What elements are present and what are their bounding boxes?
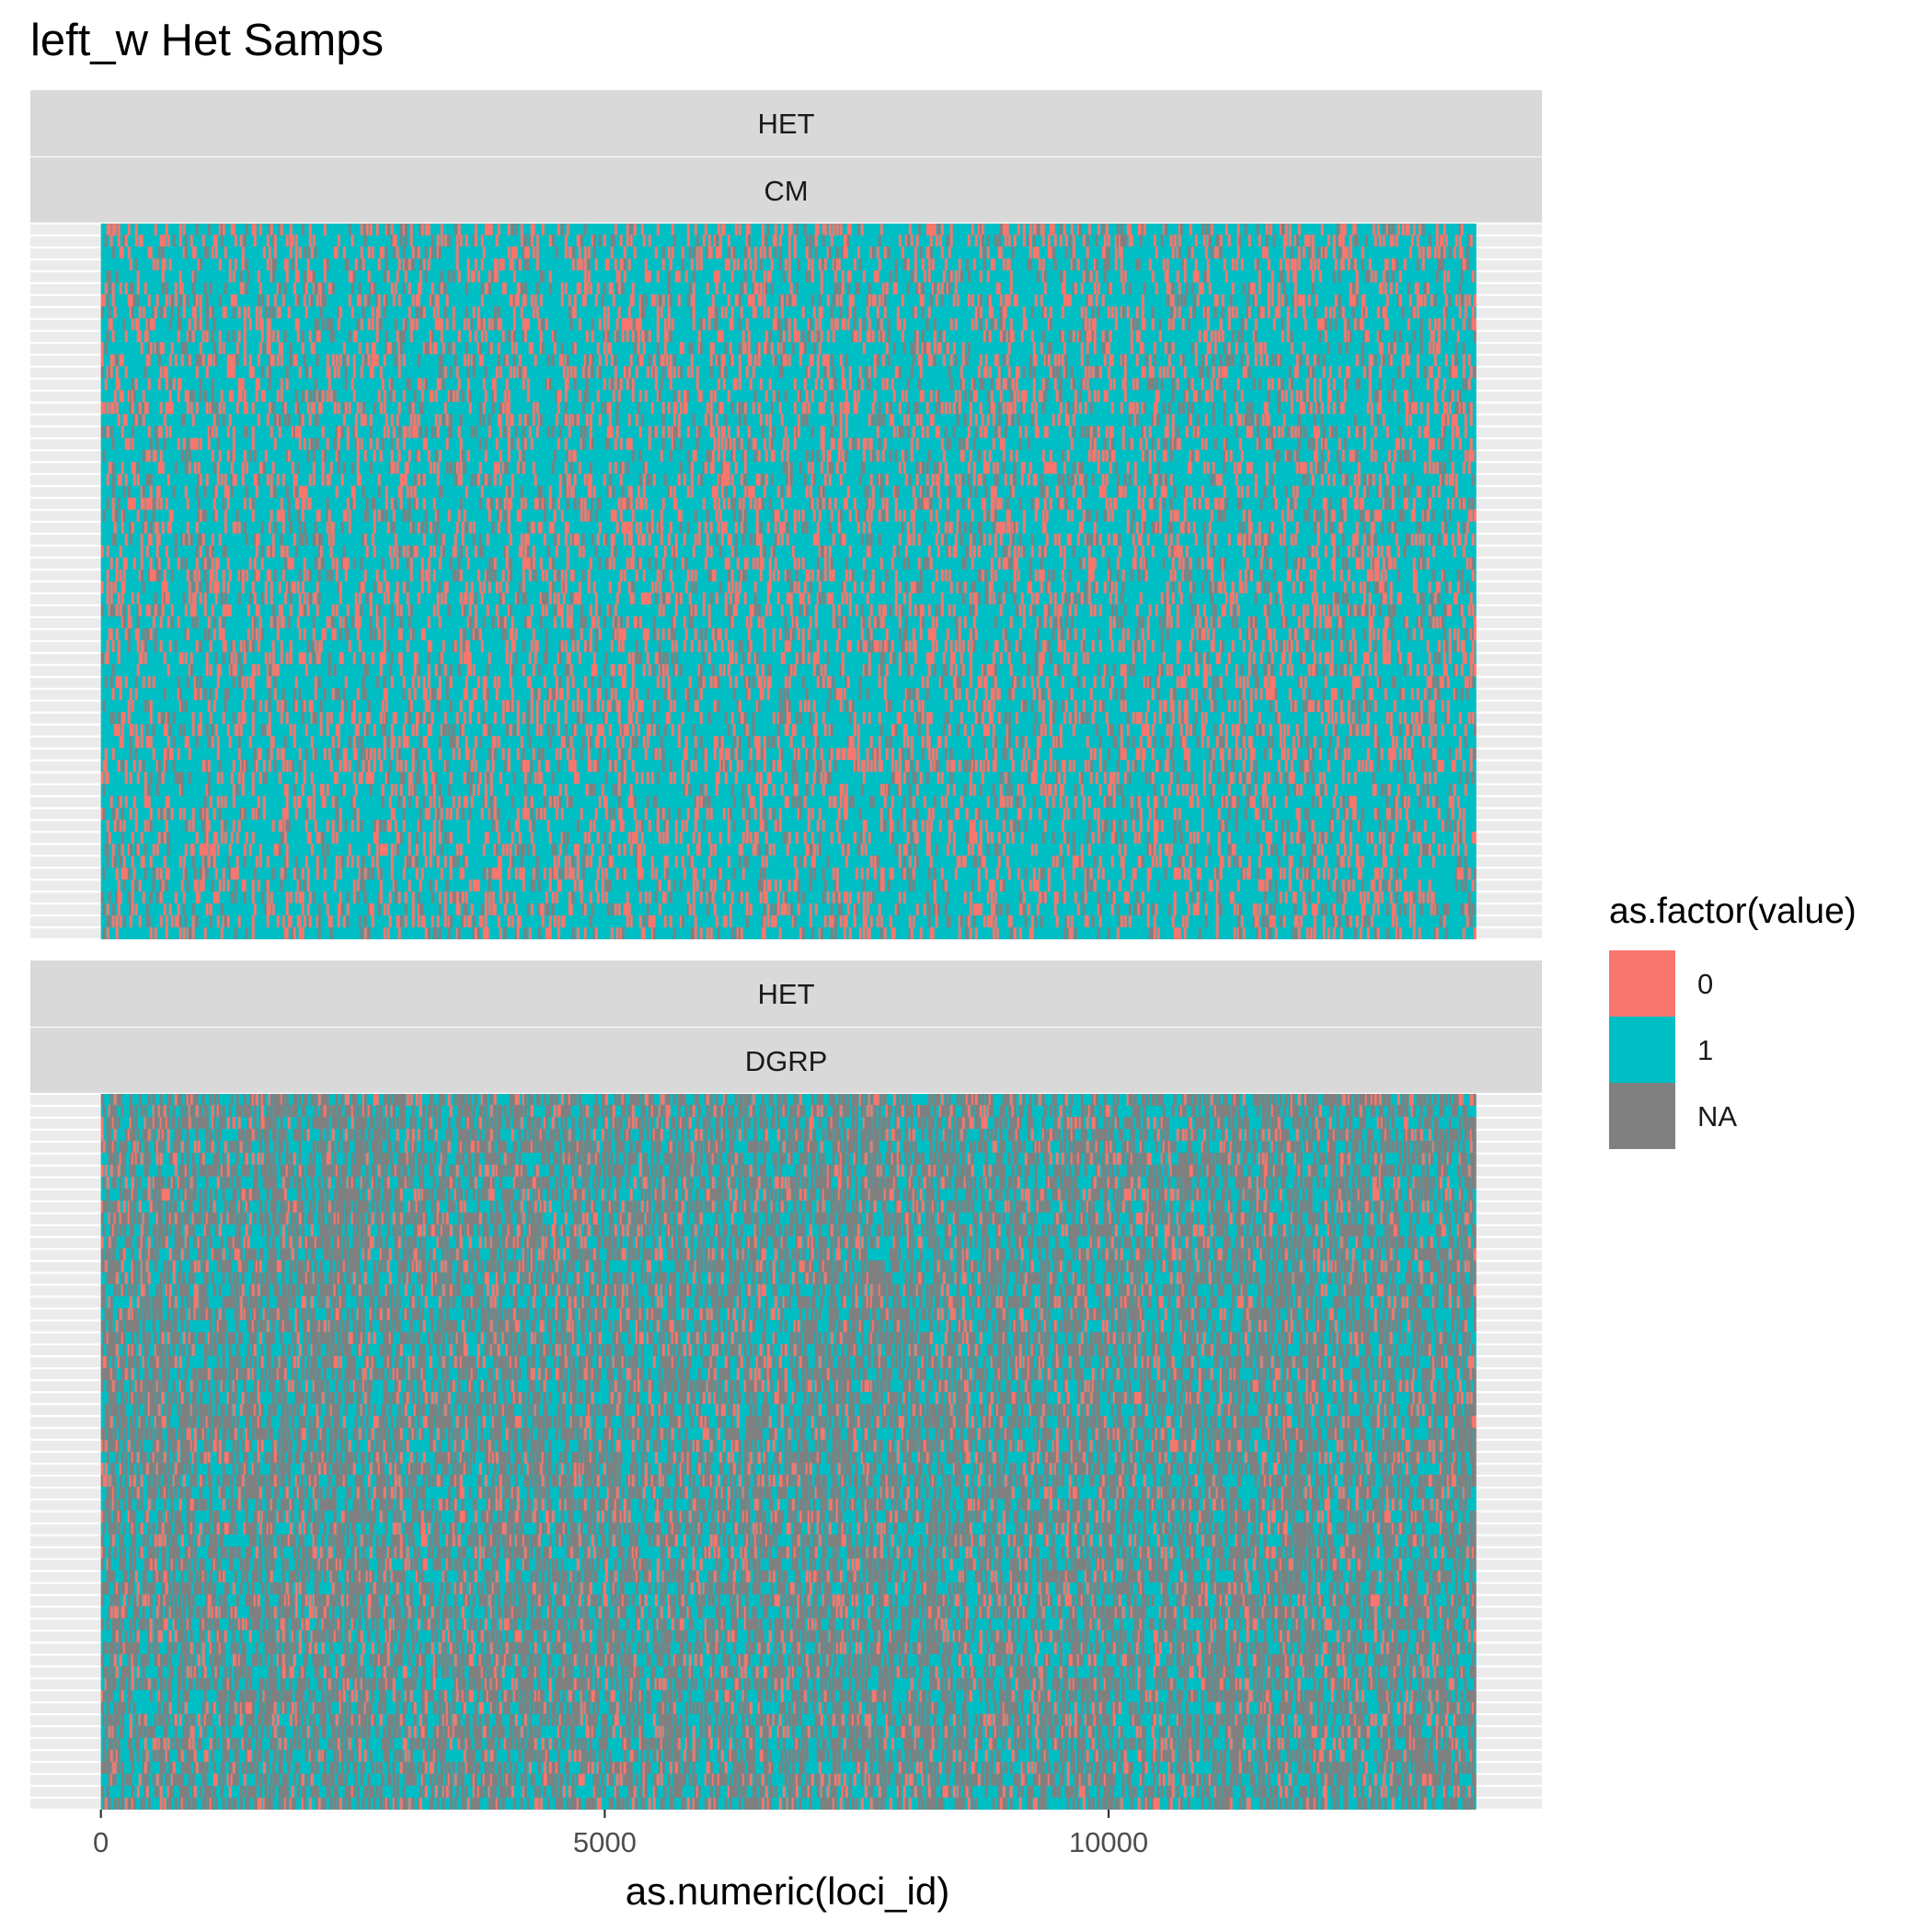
chart-title: left_w Het Samps [30,16,384,65]
x-tick-label: 10000 [1069,1826,1148,1858]
heatmap-tiles [100,224,1477,939]
facet-strip-bottom [30,1028,1542,1094]
legend-key-0 [1609,950,1675,1017]
legend-label: 1 [1697,1034,1713,1066]
x-tick-label: 5000 [573,1826,637,1858]
facet-panel-cm: HET CM [30,90,1542,941]
legend-key-1 [1609,1017,1675,1083]
facet-panels: HET CM HET DGRP [30,90,1542,1811]
facet-strip-top [30,90,1542,156]
facet-strip-bottom-label: CM [764,175,808,207]
x-axis-label: as.numeric(loci_id) [626,1869,949,1913]
facet-strip-top-label: HET [758,108,815,140]
legend: as.factor(value) 0 1 NA [1609,891,1857,1149]
facet-strip-bottom [30,157,1542,224]
heatmap-tiles [100,1094,1477,1810]
legend-title: as.factor(value) [1609,891,1857,931]
x-axis: 0 5000 10000 [93,1810,1148,1858]
facet-strip-bottom-label: DGRP [745,1045,828,1077]
legend-label: NA [1697,1100,1737,1133]
legend-key-na [1609,1083,1675,1149]
facet-strip-top-label: HET [758,978,815,1010]
facet-strip-top [30,960,1542,1027]
legend-label: 0 [1697,968,1713,1000]
x-tick-label: 0 [93,1826,109,1858]
legend-keys: 0 1 NA [1609,950,1737,1149]
facet-panel-dgrp: HET DGRP [30,960,1542,1811]
